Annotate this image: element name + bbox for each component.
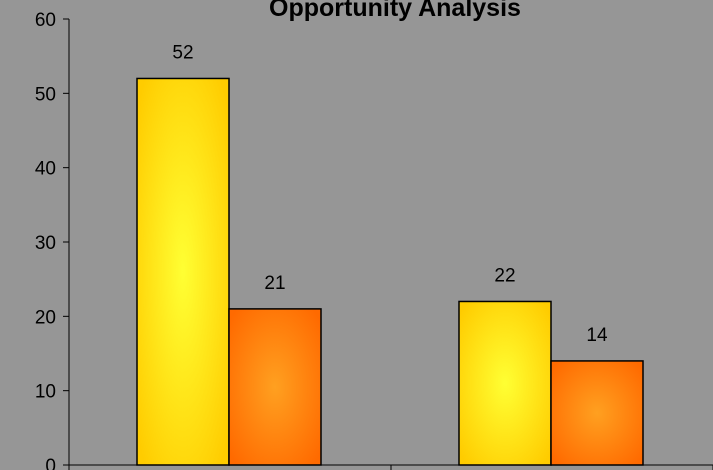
- y-tick-label: 20: [35, 307, 56, 328]
- bar-series1-1: [136, 77, 230, 466]
- chart-title: Opportunity Analysis: [269, 0, 521, 22]
- y-tick-label: 0: [45, 456, 56, 470]
- bar-series2-1: [228, 308, 322, 466]
- y-tick-label: 40: [35, 159, 56, 180]
- y-tick-label: 30: [35, 233, 56, 254]
- data-label-series2-2: 14: [586, 325, 608, 346]
- data-label-series1-2: 22: [494, 265, 515, 286]
- bar-series1-2: [458, 300, 552, 466]
- data-label-series1-1: 52: [172, 42, 193, 63]
- data-label-series2-1: 21: [264, 273, 285, 294]
- y-tick-label: 50: [35, 84, 56, 105]
- y-tick-label: 10: [35, 382, 56, 403]
- y-tick-label: 60: [35, 10, 56, 31]
- bar-series2-2: [550, 360, 644, 466]
- plot-area: 0 10 20 30 40 50 60 52 22 21 14: [35, 10, 713, 470]
